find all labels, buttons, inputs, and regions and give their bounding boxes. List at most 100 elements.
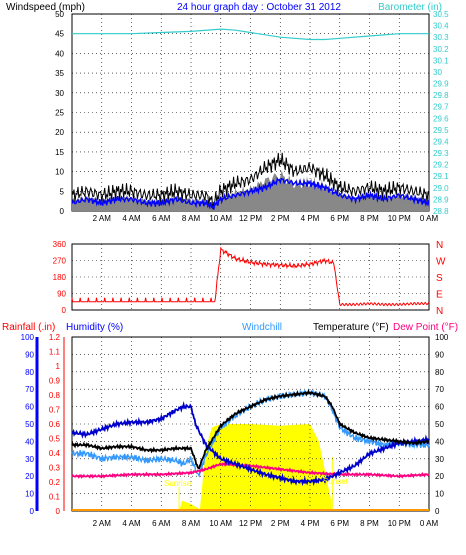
rain-y-tick: 0.8: [49, 391, 61, 400]
direction-y-tick: 360: [53, 240, 67, 249]
wind-y-tick: 5: [60, 187, 65, 196]
temp-y-tick: 90: [435, 350, 444, 359]
wind-axis-label: Windspeed (mph): [6, 2, 85, 13]
humidity-y-tick: 30: [25, 455, 34, 464]
temp-x-tick: 8 AM: [182, 519, 201, 528]
temp-x-tick: 12 PM: [239, 519, 262, 528]
direction-letter: N: [436, 240, 443, 251]
rain-y-tick: 1.1: [49, 348, 61, 357]
temp-x-tick: 0 AM: [420, 519, 439, 528]
rain-y-tick: 0: [56, 507, 61, 516]
wind-y-tick: 35: [55, 69, 64, 78]
humidity-y-tick: 80: [25, 368, 34, 377]
direction-y-tick: 180: [53, 273, 67, 282]
wind-y-tick: 30: [55, 89, 64, 98]
barometer-y-tick: 29.9: [433, 80, 449, 89]
temp-y-tick: 100: [435, 333, 449, 342]
direction-letter: S: [436, 273, 443, 284]
temp-y-tick: 50: [435, 420, 444, 429]
temperature-line: [71, 389, 430, 470]
humidity-y-tick: 20: [25, 472, 34, 481]
wind-x-tick: 10 PM: [388, 214, 411, 223]
temp-y-tick: 60: [435, 403, 444, 412]
barometer-axis-label: Barometer (in): [378, 2, 442, 13]
barometer-y-tick: 30.1: [433, 56, 449, 65]
rain-y-tick: 0.6: [49, 420, 61, 429]
humidity-y-tick: 0: [30, 507, 35, 516]
wind-y-tick: 0: [60, 207, 65, 216]
wind-average-line: [71, 176, 430, 210]
temperature-label: Temperature (°F): [313, 322, 389, 333]
barometer-y-tick: 28.9: [433, 195, 449, 204]
barometer-y-tick: 30.5: [433, 10, 449, 19]
sunset-label: Sunset: [323, 477, 349, 486]
direction-letter: N: [436, 306, 443, 317]
temp-x-tick: 6 PM: [330, 519, 349, 528]
temp-x-tick: 4 PM: [301, 519, 320, 528]
rain-y-tick: 1: [56, 362, 61, 371]
direction-letter: W: [436, 257, 446, 268]
barometer-y-tick: 30.3: [433, 33, 449, 42]
barometer-y-tick: 29.3: [433, 149, 449, 158]
temp-x-tick: 10 PM: [388, 519, 411, 528]
wind-x-tick: 0 AM: [420, 214, 439, 223]
temp-x-tick: 6 AM: [152, 519, 171, 528]
humidity-y-tick: 10: [25, 490, 34, 499]
wind-y-tick: 15: [55, 148, 64, 157]
dewpoint-line: [71, 461, 430, 479]
rain-y-tick: 0.9: [49, 377, 61, 386]
rainfall-label: Rainfall (.in): [2, 322, 55, 333]
barometer-y-tick: 30.4: [433, 22, 449, 31]
rain-y-tick: 0.5: [49, 435, 61, 444]
humidity-y-tick: 90: [25, 350, 34, 359]
rain-y-tick: 0.4: [49, 449, 61, 458]
temp-x-tick: 2 PM: [271, 519, 290, 528]
humidity-label: Humidity (%): [66, 322, 123, 333]
barometer-y-tick: 29.0: [433, 184, 449, 193]
temp-y-tick: 20: [435, 472, 444, 481]
barometer-y-tick: 29.4: [433, 137, 449, 146]
barometer-y-tick: 30.2: [433, 45, 449, 54]
barometer-y-tick: 29.5: [433, 126, 449, 135]
barometer-y-tick: 29.8: [433, 91, 449, 100]
wind-x-tick: 10 AM: [209, 214, 232, 223]
direction-y-tick: 90: [57, 290, 66, 299]
wind-y-tick: 20: [55, 128, 64, 137]
wind-x-tick: 4 AM: [122, 214, 141, 223]
wind-x-tick: 8 PM: [360, 214, 379, 223]
wind-y-tick: 10: [55, 168, 64, 177]
rain-y-tick: 0.2: [49, 478, 61, 487]
windchill-label: Windchill: [242, 322, 282, 333]
barometer-line: [72, 28, 429, 41]
temp-y-tick: 40: [435, 437, 444, 446]
barometer-y-tick: 30: [433, 68, 442, 77]
humidity-y-tick: 100: [21, 333, 35, 342]
direction-y-tick: 0: [62, 306, 67, 315]
temp-y-tick: 80: [435, 368, 444, 377]
temp-y-tick: 0: [435, 507, 440, 516]
wind-x-tick: 8 AM: [182, 214, 201, 223]
wind-y-tick: 50: [55, 10, 64, 19]
windspeed-line: [71, 152, 430, 210]
barometer-y-tick: 29.6: [433, 114, 449, 123]
wind-x-tick: 2 AM: [93, 214, 112, 223]
wind-x-tick: 4 PM: [301, 214, 320, 223]
temp-x-tick: 8 PM: [360, 519, 379, 528]
rain-y-tick: 0.1: [49, 493, 61, 502]
humidity-y-tick: 60: [25, 403, 34, 412]
barometer-y-tick: 29.2: [433, 161, 449, 170]
direction-y-tick: 270: [53, 257, 67, 266]
temp-x-tick: 2 AM: [93, 519, 112, 528]
wind-y-tick: 40: [55, 49, 64, 58]
barometer-y-tick: 28.8: [433, 207, 449, 216]
rain-y-tick: 0.3: [49, 464, 61, 473]
barometer-y-tick: 29.7: [433, 103, 449, 112]
humidity-y-tick: 70: [25, 385, 34, 394]
temp-y-tick: 30: [435, 455, 444, 464]
wind-y-tick: 45: [55, 30, 64, 39]
dewpoint-label: Dew Point (°F): [393, 322, 458, 333]
humidity-y-tick: 50: [25, 420, 34, 429]
wind-x-tick: 6 AM: [152, 214, 171, 223]
